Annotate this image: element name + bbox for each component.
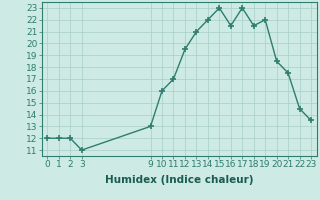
X-axis label: Humidex (Indice chaleur): Humidex (Indice chaleur) bbox=[105, 175, 253, 185]
